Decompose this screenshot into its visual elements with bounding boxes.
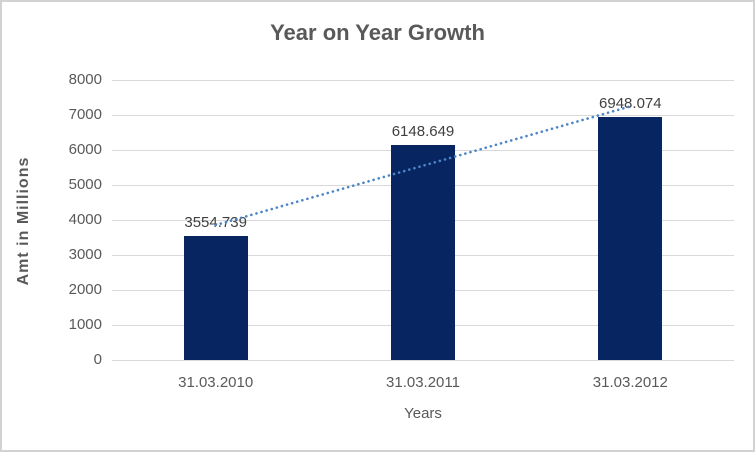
- y-tick-label: 0: [93, 351, 102, 368]
- x-axis-title: Years: [404, 405, 442, 422]
- x-tick-label: 31.03.2010: [178, 374, 254, 391]
- chart-title: Year on Year Growth: [270, 20, 485, 45]
- y-tick-label: 7000: [68, 106, 102, 123]
- y-axis-title: Amt in Millions: [15, 156, 32, 286]
- y-tick-label: 4000: [68, 211, 102, 228]
- data-label: 3554.739: [184, 213, 247, 231]
- y-axis-tick-labels: 0 1000 2000 3000 4000 5000 6000 7000 8000: [40, 2, 102, 450]
- y-tick-label: 3000: [68, 246, 102, 263]
- data-label: 6148.649: [391, 122, 455, 140]
- gridline: [112, 80, 734, 81]
- plot-area: 3554.739 6148.649 6948.074: [112, 80, 734, 361]
- y-tick-label: 8000: [68, 71, 102, 88]
- bar-31.03.2011: [391, 144, 455, 360]
- y-tick-label: 6000: [68, 141, 102, 158]
- x-tick-label: 31.03.2011: [386, 374, 460, 391]
- gridline: [112, 360, 734, 361]
- x-tick-label: 31.03.2012: [592, 374, 668, 391]
- y-tick-label: 2000: [68, 281, 102, 298]
- bar-31.03.2012: [598, 116, 663, 360]
- y-tick-label: 1000: [68, 316, 102, 333]
- bar-31.03.2010: [183, 235, 248, 360]
- data-label: 6948.074: [599, 94, 662, 112]
- y-tick-label: 5000: [68, 176, 102, 193]
